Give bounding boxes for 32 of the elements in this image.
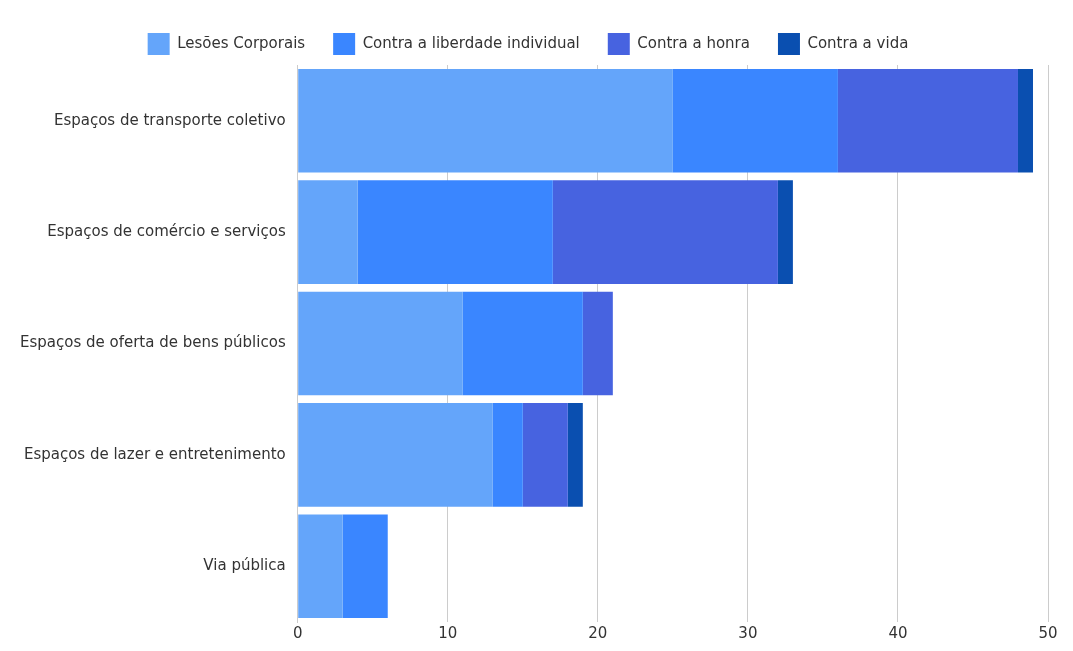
y-tick-label: Espaços de oferta de bens públicos — [19, 333, 286, 352]
legend-label: Lesões Corporais — [177, 33, 306, 52]
legend-label: Contra a vida — [807, 33, 909, 52]
bar — [298, 403, 493, 507]
x-tick-label: 10 — [438, 623, 458, 642]
y-tick-label: Via pública — [203, 556, 286, 575]
x-tick-label: 20 — [588, 623, 608, 642]
x-tick-label: 30 — [738, 623, 758, 642]
bar — [298, 68, 673, 173]
bar — [582, 291, 613, 396]
bar — [567, 403, 583, 507]
y-tick-label: Espaços de comércio e serviços — [47, 221, 286, 240]
bar — [298, 180, 358, 284]
bar — [298, 291, 463, 396]
bar — [552, 180, 778, 284]
bar — [522, 403, 568, 507]
y-tick-label: Espaços de lazer e entretenimento — [23, 444, 286, 463]
x-tick-label: 0 — [292, 623, 303, 642]
bar — [492, 403, 523, 507]
bar — [462, 291, 583, 396]
legend-label: Contra a liberdade individual — [362, 33, 580, 52]
bar — [777, 180, 793, 284]
bar — [298, 514, 343, 619]
x-tick-label: 50 — [1038, 623, 1058, 642]
y-tick-label: Espaços de transporte coletivo — [53, 110, 286, 129]
bar — [342, 514, 388, 619]
x-tick-label: 40 — [888, 623, 908, 642]
legend-label: Contra a honra — [637, 33, 750, 52]
bar — [1017, 68, 1033, 173]
bar — [357, 180, 553, 284]
bar — [672, 68, 838, 173]
bar — [837, 68, 1018, 173]
